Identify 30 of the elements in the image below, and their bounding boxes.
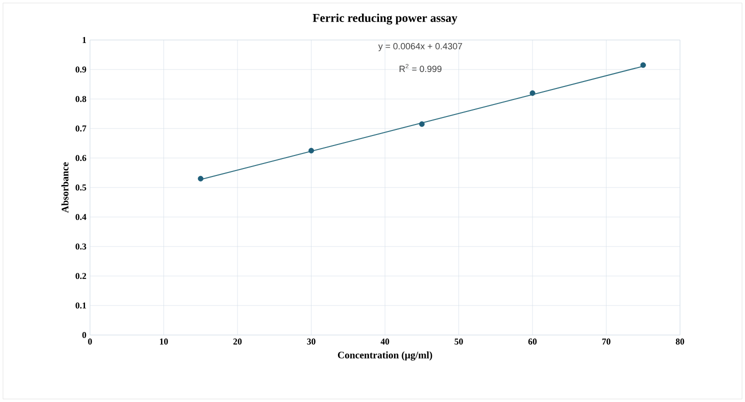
x-tick-label: 0 [88,338,92,345]
point [198,176,204,182]
y-tick-label: 0.9 [76,66,86,73]
y-tick-label: 0.1 [76,302,86,309]
point [308,148,314,154]
x-tick-label: 70 [602,338,610,345]
x-tick-label: 50 [454,338,463,345]
point [640,62,646,68]
x-axis-title: Concentration (µg/ml) [338,351,432,361]
chart-title: Ferric reducing power assay [312,14,458,24]
x-tick-label: 60 [528,338,537,345]
annotation: R$^{2}$ = 0.999 [400,64,442,72]
x-tick-label: 30 [307,338,316,345]
y-tick-label: 0.3 [76,243,86,250]
x-tick-label: 20 [233,338,242,345]
y-tick-label: 0.2 [76,272,86,280]
y-axis-title: Absorbance [61,162,68,213]
x-tick-label: 40 [380,338,390,345]
point [419,121,425,127]
y-tick-label: 0.5 [76,184,86,191]
point [530,90,536,96]
y-tick-label: 0.4 [76,214,86,220]
y-tick-label: 0.8 [76,96,86,102]
x-tick-label: 80 [676,338,684,345]
y-tick-label: 0.6 [76,154,86,162]
y-tick-label: 0.7 [76,125,86,132]
x-tick-label: 10 [160,338,168,345]
y-tick-label: 0 [82,332,86,338]
y-tick-label: 1 [82,37,86,43]
annotation: y = 0.0064x + 0.4307 [378,43,462,52]
